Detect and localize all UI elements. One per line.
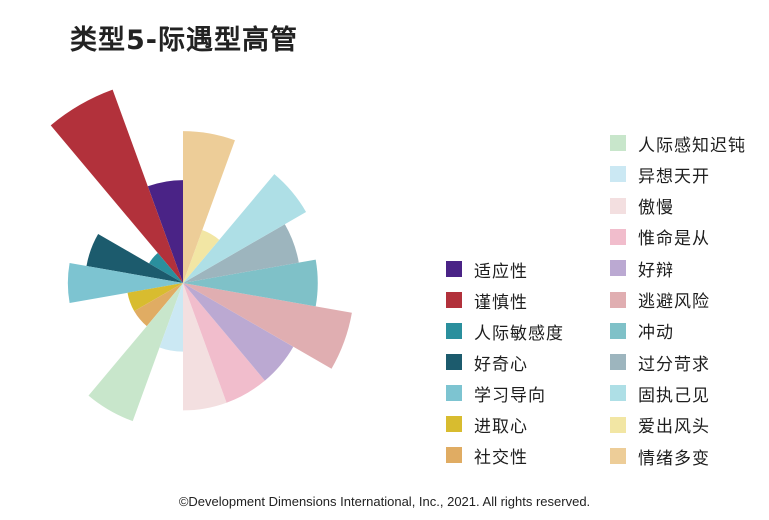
legend-label: 好辩 — [638, 260, 674, 281]
sector-8 — [88, 283, 183, 422]
legend-label: 异想天开 — [638, 166, 710, 187]
legend-swatch — [610, 166, 626, 183]
legend-label: 进取心 — [474, 416, 528, 437]
legend-label: 谨慎性 — [474, 292, 528, 313]
sector-3 — [149, 252, 183, 283]
legend-swatch — [446, 416, 462, 432]
legend-item: 谨慎性 — [446, 287, 528, 313]
legend-label: 爱出风头 — [638, 417, 710, 438]
legend-swatch — [610, 260, 626, 277]
sector-16 — [183, 174, 307, 283]
legend-label: 逃避风险 — [638, 292, 710, 312]
legend-item: 好奇心 — [446, 349, 528, 375]
legend-swatch — [610, 197, 626, 214]
legend-item: 惟命是从 — [610, 224, 710, 250]
legend-item: 社交性 — [446, 442, 528, 468]
sector-11 — [183, 283, 265, 403]
legend-item: 人际敏感度 — [446, 318, 564, 344]
legend-item: 异想天开 — [610, 161, 710, 187]
legend-item: 学习导向 — [446, 380, 546, 406]
sector-13 — [183, 283, 352, 369]
legend-swatch — [610, 291, 626, 308]
legend-swatch — [610, 322, 626, 339]
legend-item: 进取心 — [446, 411, 528, 437]
legend-item: 冲动 — [610, 318, 674, 344]
legend-item: 逃避风险 — [610, 287, 710, 313]
legend-label: 惟命是从 — [638, 229, 710, 250]
legend-label: 人际敏感度 — [474, 323, 564, 344]
sector-14 — [183, 259, 318, 307]
legend-item: 情绪多变 — [610, 443, 710, 469]
legend-swatch — [446, 447, 462, 463]
legend-swatch — [446, 292, 462, 308]
legend-swatch — [610, 448, 626, 464]
legend-label: 人际感知迟钝 — [638, 135, 746, 156]
sector-17 — [183, 230, 220, 283]
legend-label: 学习导向 — [474, 385, 546, 406]
sector-18 — [183, 131, 235, 283]
sector-9 — [159, 283, 183, 352]
legend-label: 冲动 — [638, 323, 674, 344]
legend-label: 过分苛求 — [638, 354, 710, 375]
legend-label: 情绪多变 — [638, 448, 710, 469]
legend-label: 傲慢 — [638, 198, 674, 219]
legend-swatch — [610, 354, 626, 371]
legend-item: 固执己见 — [610, 380, 710, 406]
sector-15 — [183, 224, 299, 283]
legend-item: 爱出风头 — [610, 412, 710, 438]
sector-12 — [183, 283, 294, 381]
legend-label: 适应性 — [474, 261, 528, 282]
legend-item: 人际感知迟钝 — [610, 130, 746, 156]
legend-label: 好奇心 — [474, 354, 528, 375]
sector-6 — [127, 283, 183, 312]
legend-item: 好辩 — [610, 255, 674, 281]
legend-swatch — [446, 385, 462, 401]
sector-10 — [183, 283, 227, 411]
sector-1 — [147, 180, 183, 283]
sector-5 — [67, 263, 183, 303]
legend-swatch — [446, 261, 462, 277]
legend-label: 固执己见 — [638, 385, 710, 406]
legend-swatch — [446, 354, 462, 370]
legend-swatch — [610, 385, 626, 402]
sector-2 — [50, 89, 184, 283]
legend-swatch — [446, 323, 462, 339]
legend-item: 傲慢 — [610, 193, 674, 219]
sector-7 — [134, 283, 183, 327]
legend-label: 社交性 — [474, 447, 528, 468]
legend-swatch — [610, 228, 626, 245]
copyright-notice: ©Development Dimensions International, I… — [178, 494, 591, 509]
chart-title: 类型5-际遇型高管 — [70, 25, 298, 56]
legend-item: 适应性 — [446, 256, 528, 282]
legend-swatch — [610, 135, 626, 151]
sector-4 — [86, 234, 183, 283]
legend-swatch — [610, 416, 626, 433]
legend-item: 过分苛求 — [610, 349, 710, 375]
